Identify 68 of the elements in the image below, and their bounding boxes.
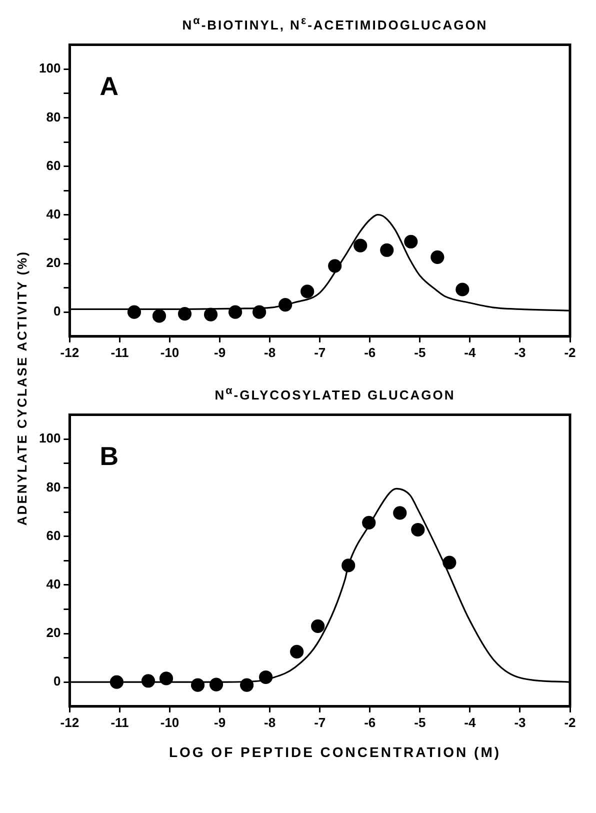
point (278, 298, 292, 312)
point (430, 250, 444, 264)
y-tick-label: 100 (38, 430, 61, 446)
y-tick-label: 80 (46, 109, 61, 124)
x-tick-label: -7 (314, 344, 326, 360)
point (311, 619, 325, 634)
chart-title: N$^{α}$-BIOTINYL, N$^{ε}$-ACETIMIDOGLUCAGON (181, 14, 489, 34)
x-tick-label: -4 (464, 714, 476, 730)
point (252, 305, 266, 319)
x-tick-label: -11 (110, 714, 129, 730)
y-tick-label: 40 (46, 206, 61, 222)
point (259, 670, 273, 684)
point (393, 506, 407, 520)
y-tick-label: 60 (46, 158, 61, 173)
y-axis-title: ADENYLATE CYCLASE ACTIVITY (%) (14, 250, 30, 526)
annotation: A (100, 70, 119, 101)
y-tick-label: 80 (46, 479, 61, 494)
annotation: B (100, 440, 118, 471)
x-tick-label: -9 (214, 714, 226, 730)
x-tick-label: -2 (564, 714, 576, 730)
y-tick-label: 40 (46, 576, 61, 592)
y-tick-label: 20 (46, 625, 61, 640)
x-tick-label: -2 (564, 344, 576, 360)
point (342, 558, 356, 572)
x-tick-label: -4 (464, 344, 476, 360)
point (328, 259, 342, 273)
point (152, 309, 166, 323)
point (411, 522, 425, 537)
x-tick-label: -9 (214, 344, 226, 360)
x-tick-label: -3 (514, 344, 526, 360)
x-tick-label: -5 (414, 344, 426, 360)
point (190, 678, 205, 692)
point (141, 674, 156, 688)
x-tick-label: -3 (514, 714, 526, 730)
chart-title: N$^{α}$-GLYCOSYLATED GLUCAGON (214, 384, 456, 404)
x-tick-label: -12 (60, 344, 80, 360)
point (110, 675, 124, 689)
point (380, 243, 394, 257)
x-tick-label: -10 (160, 344, 180, 360)
x-axis-title: LOG OF PEPTIDE CONCENTRATION (M) (168, 744, 502, 760)
x-tick-label: -6 (364, 344, 376, 360)
x-tick-label: -8 (264, 714, 276, 730)
y-tick-label: 0 (53, 674, 61, 689)
point (209, 678, 224, 692)
point (456, 282, 470, 296)
y-tick-label: 0 (53, 304, 61, 319)
point (127, 305, 142, 319)
point (228, 305, 242, 319)
point (354, 238, 368, 252)
point (290, 644, 304, 659)
x-tick-label: -10 (160, 714, 180, 730)
point (204, 308, 218, 322)
x-tick-label: -8 (264, 344, 276, 360)
point (159, 672, 174, 686)
point (178, 307, 192, 321)
y-tick-label: 20 (46, 255, 61, 270)
x-tick-label: -6 (364, 714, 376, 730)
point (442, 556, 456, 570)
x-tick-label: -11 (110, 344, 129, 360)
point (404, 234, 418, 248)
point (300, 284, 314, 298)
y-tick-label: 100 (38, 60, 61, 76)
x-tick-label: -7 (314, 714, 326, 730)
point (240, 678, 254, 692)
point (362, 516, 376, 530)
y-tick-label: 60 (46, 528, 61, 543)
x-tick-label: -5 (414, 714, 426, 730)
x-tick-label: -12 (60, 714, 80, 730)
